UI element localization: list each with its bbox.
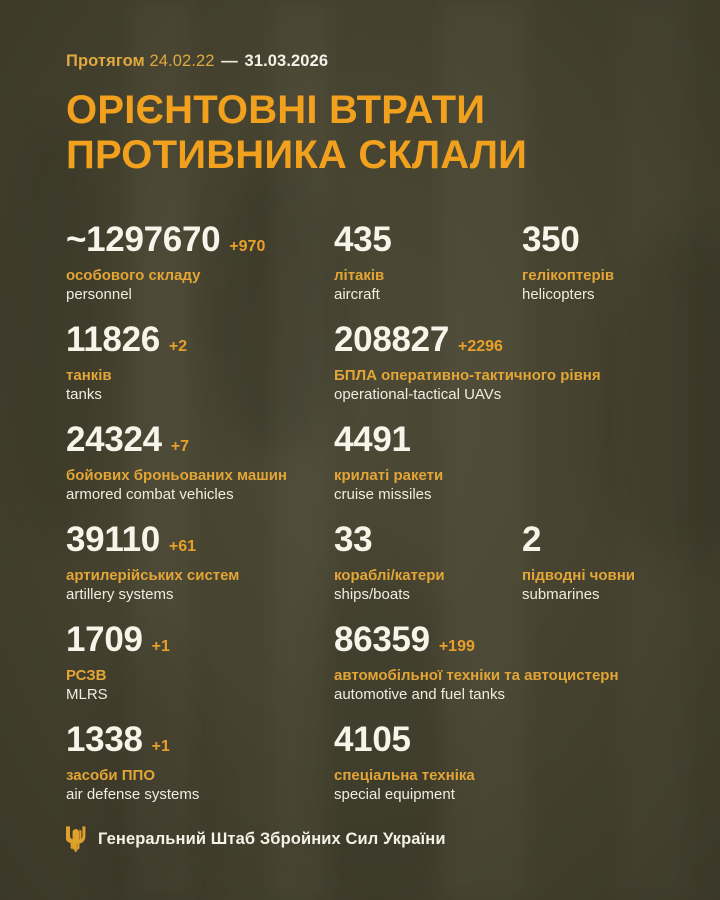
stat-label-en: armored combat vehicles <box>66 486 234 504</box>
stat-item: 4491 крилаті ракети cruise missiles <box>334 422 443 504</box>
header: Протягом 24.02.22 — 31.03.2026 <box>66 52 328 71</box>
stat-item: 11826 +2 танків tanks <box>66 322 187 404</box>
stats-row: 39110 +61 артилерійських систем artiller… <box>0 522 720 622</box>
stat-label-en: submarines <box>522 586 600 604</box>
stat-label-ua: кораблі/катери <box>334 567 445 584</box>
stat-label-ua: автомобільної техніки та автоцистерн <box>334 667 619 684</box>
stat-label-en: aircraft <box>334 286 380 304</box>
footer: Генеральний Штаб Збройних Сил України <box>66 826 446 852</box>
stat-label-en: ships/boats <box>334 586 410 604</box>
stats-row: 11826 +2 танків tanks 208827 +2296 БПЛА … <box>0 322 720 422</box>
stat-value: 33 <box>334 520 373 559</box>
stat-item: 435 літаків aircraft <box>334 222 401 304</box>
stat-value-line: 1338 +1 <box>66 722 199 764</box>
stat-value: 4491 <box>334 420 411 459</box>
stat-label-en: artillery systems <box>66 586 174 604</box>
stat-value: 4105 <box>334 720 411 759</box>
stat-item: 4105 спеціальна техніка special equipmen… <box>334 722 475 804</box>
stat-item: 39110 +61 артилерійських систем artiller… <box>66 522 239 604</box>
stat-value: 435 <box>334 220 392 259</box>
stat-value-line: 24324 +7 <box>66 422 287 464</box>
stat-label-ua: підводні човни <box>522 567 636 584</box>
tryzub-icon <box>66 826 86 852</box>
date-to: 31.03.2026 <box>244 52 329 70</box>
stat-delta: +1 <box>151 738 170 755</box>
page-title: ОРІЄНТОВНІ ВТРАТИ ПРОТИВНИКА СКЛАЛИ <box>66 88 626 178</box>
stat-label-ua: літаків <box>334 267 385 284</box>
stat-label-ua: танків <box>66 367 112 384</box>
stat-delta: +2296 <box>458 338 503 355</box>
stats-row: ~1297670 +970 особового складу personnel… <box>0 222 720 322</box>
stat-value-line: 350 <box>522 222 614 264</box>
stats-row: 1338 +1 засоби ППО air defense systems 4… <box>0 722 720 822</box>
stat-value: 350 <box>522 220 580 259</box>
stat-label-ua: крилаті ракети <box>334 467 444 484</box>
stat-delta: +199 <box>438 638 475 655</box>
stat-label-en: air defense systems <box>66 786 200 804</box>
stat-delta: +970 <box>229 238 266 255</box>
stat-value: 1338 <box>66 720 143 759</box>
stat-value-line: 208827 +2296 <box>334 322 601 364</box>
stat-value-line: ~1297670 +970 <box>66 222 265 264</box>
stat-value-line: 39110 +61 <box>66 522 239 564</box>
stat-item: 208827 +2296 БПЛА оперативно-тактичного … <box>334 322 601 404</box>
stat-value: 24324 <box>66 420 162 459</box>
stat-value-line: 4105 <box>334 722 475 764</box>
stat-label-ua: особового складу <box>66 267 201 284</box>
stat-label-ua: бойових броньованих машин <box>66 467 287 484</box>
stat-value: 86359 <box>334 620 430 659</box>
stat-label-en: personnel <box>66 286 132 304</box>
stat-label-en: cruise missiles <box>334 486 432 504</box>
stat-label-en: MLRS <box>66 686 108 704</box>
stat-label-en: special equipment <box>334 786 455 804</box>
date-range-line: Протягом 24.02.22 — 31.03.2026 <box>66 52 328 71</box>
stat-value: 1709 <box>66 620 143 659</box>
page-title-line-1: ОРІЄНТОВНІ ВТРАТИ <box>66 88 486 132</box>
stat-label-ua: спеціальна техніка <box>334 767 475 784</box>
stat-value-line: 33 <box>334 522 445 564</box>
stat-item: 350 гелікоптерів helicopters <box>522 222 614 304</box>
stat-label-en: automotive and fuel tanks <box>334 686 505 704</box>
stat-value: 2 <box>522 520 542 559</box>
stat-label-en: operational-tactical UAVs <box>334 386 502 404</box>
stat-value-line: 11826 +2 <box>66 322 187 364</box>
stat-label-en: tanks <box>66 386 102 404</box>
stat-value: ~1297670 <box>66 220 221 259</box>
stat-delta: +7 <box>170 438 190 455</box>
stat-label-ua: РСЗВ <box>66 667 107 684</box>
stat-value-line: 1709 +1 <box>66 622 170 664</box>
stat-delta: +2 <box>168 338 188 355</box>
stat-value: 11826 <box>66 320 160 359</box>
page-title-line-2: ПРОТИВНИКА СКЛАЛИ <box>66 133 528 178</box>
stat-item: 33 кораблі/катери ships/boats <box>334 522 445 604</box>
stat-value-line: 4491 <box>334 422 443 464</box>
stat-item: 2 підводні човни submarines <box>522 522 635 604</box>
kicker-word: Протягом <box>66 52 145 70</box>
stats-row: 24324 +7 бойових броньованих машин armor… <box>0 422 720 522</box>
stat-delta: +1 <box>151 638 170 655</box>
stat-value-line: 86359 +199 <box>334 622 619 664</box>
stat-label-ua: засоби ППО <box>66 767 155 784</box>
stats-row: 1709 +1 РСЗВ MLRS 86359 +199 автомобільн… <box>0 622 720 722</box>
stat-label-en: helicopters <box>522 286 595 304</box>
stat-item: ~1297670 +970 особового складу personnel <box>66 222 265 304</box>
stat-item: 86359 +199 автомобільної техніки та авто… <box>334 622 619 704</box>
stat-value: 208827 <box>334 320 449 359</box>
stat-value-line: 2 <box>522 522 635 564</box>
stats-grid: ~1297670 +970 особового складу personnel… <box>0 222 720 822</box>
stat-label-ua: БПЛА оперативно-тактичного рівня <box>334 367 601 384</box>
stat-delta: +61 <box>168 538 197 555</box>
stat-item: 24324 +7 бойових броньованих машин armor… <box>66 422 287 504</box>
stat-label-ua: гелікоптерів <box>522 267 615 284</box>
stat-item: 1338 +1 засоби ППО air defense systems <box>66 722 199 804</box>
stat-value: 39110 <box>66 520 160 559</box>
stat-item: 1709 +1 РСЗВ MLRS <box>66 622 170 704</box>
date-from: 24.02.22 <box>149 52 215 70</box>
stat-label-ua: артилерійських систем <box>66 567 240 584</box>
footer-label: Генеральний Штаб Збройних Сил України <box>98 829 446 848</box>
date-dash: — <box>221 52 238 70</box>
stat-value-line: 435 <box>334 222 401 264</box>
